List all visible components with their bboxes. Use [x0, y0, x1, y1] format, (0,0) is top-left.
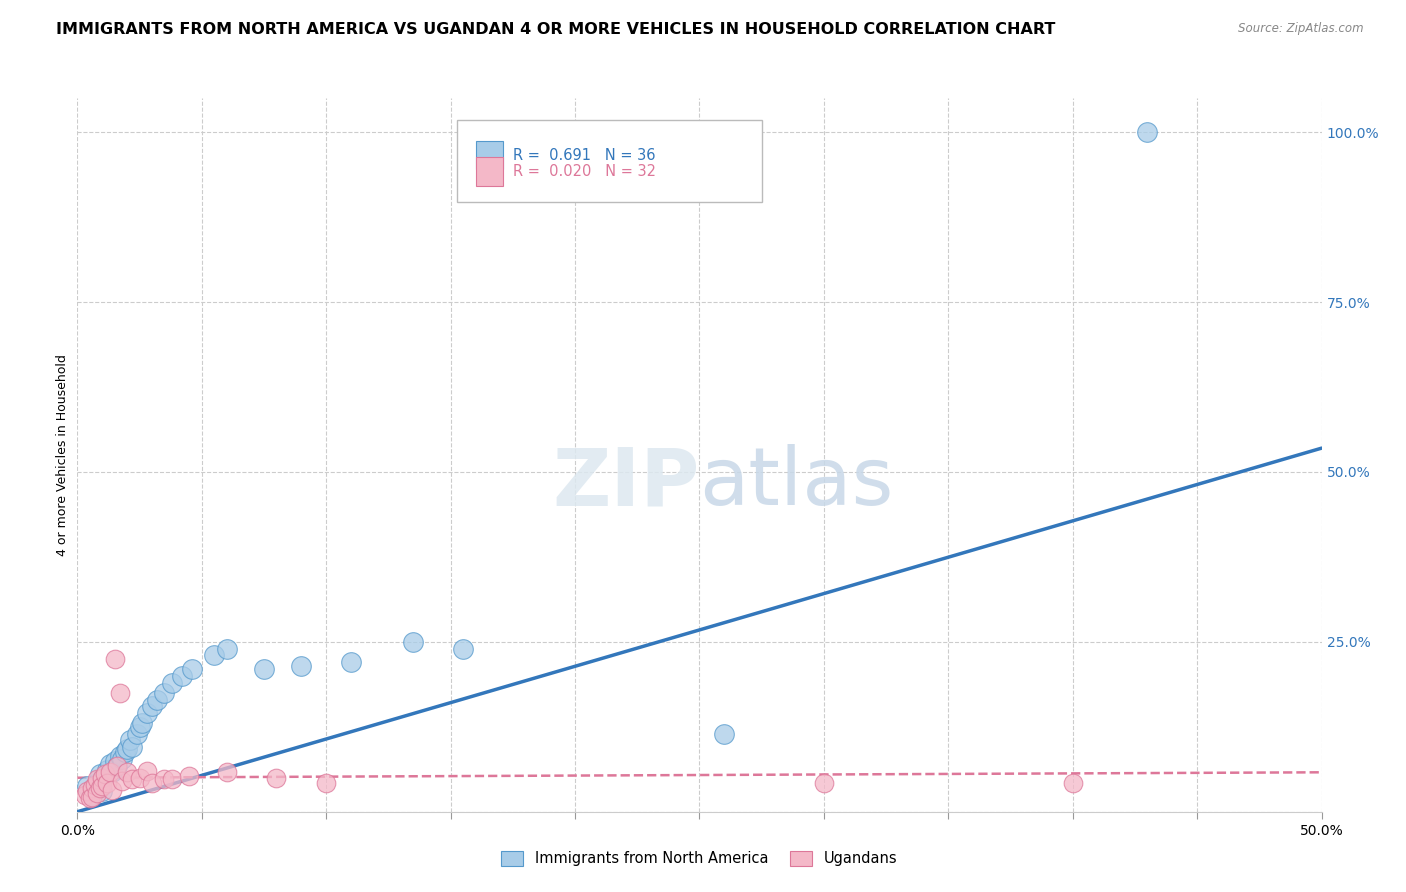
- Point: [266, 771, 288, 785]
- Point: [105, 758, 128, 772]
- Point: [813, 776, 835, 790]
- Point: [128, 720, 150, 734]
- Point: [136, 764, 159, 778]
- Point: [121, 740, 143, 755]
- Point: [131, 716, 153, 731]
- Point: [315, 776, 337, 790]
- Point: [104, 754, 127, 768]
- Point: [105, 758, 128, 772]
- Point: [111, 752, 134, 766]
- Point: [108, 686, 131, 700]
- Point: [83, 778, 105, 792]
- Point: [91, 784, 114, 798]
- Point: [96, 776, 118, 790]
- Point: [160, 675, 183, 690]
- Point: [215, 641, 238, 656]
- Point: [101, 783, 124, 797]
- Point: [79, 791, 101, 805]
- Point: [91, 772, 114, 786]
- Point: [98, 765, 121, 780]
- Point: [160, 772, 183, 786]
- Point: [76, 784, 98, 798]
- Point: [141, 699, 163, 714]
- Point: [104, 652, 127, 666]
- Point: [713, 726, 735, 740]
- Point: [86, 776, 108, 790]
- Point: [111, 774, 134, 789]
- Point: [215, 765, 238, 780]
- Point: [253, 662, 276, 676]
- Point: [202, 648, 225, 663]
- Point: [128, 771, 150, 785]
- Point: [136, 706, 159, 721]
- Point: [340, 655, 363, 669]
- Point: [93, 767, 115, 781]
- Point: [91, 771, 114, 785]
- FancyBboxPatch shape: [475, 141, 503, 169]
- Point: [141, 776, 163, 790]
- Point: [1136, 125, 1159, 139]
- Text: ZIP: ZIP: [553, 444, 700, 523]
- Text: Source: ZipAtlas.com: Source: ZipAtlas.com: [1239, 22, 1364, 36]
- Point: [76, 779, 98, 793]
- Point: [115, 742, 138, 756]
- Point: [86, 772, 108, 786]
- Point: [170, 669, 193, 683]
- Legend: Immigrants from North America, Ugandans: Immigrants from North America, Ugandans: [495, 845, 904, 872]
- Point: [73, 788, 96, 802]
- Point: [1062, 776, 1084, 790]
- Point: [290, 658, 312, 673]
- Point: [98, 757, 121, 772]
- Point: [125, 726, 148, 740]
- Point: [89, 780, 111, 795]
- Point: [96, 763, 118, 777]
- FancyBboxPatch shape: [475, 157, 503, 186]
- Point: [101, 765, 124, 780]
- Point: [153, 772, 176, 786]
- Point: [82, 780, 104, 795]
- Point: [180, 662, 202, 676]
- Point: [86, 786, 108, 800]
- Point: [118, 733, 141, 747]
- Point: [89, 767, 111, 781]
- Point: [121, 772, 143, 786]
- Text: R =  0.020   N = 32: R = 0.020 N = 32: [513, 164, 655, 179]
- Point: [82, 789, 104, 804]
- Point: [402, 635, 425, 649]
- Text: atlas: atlas: [700, 444, 894, 523]
- Y-axis label: 4 or more Vehicles in Household: 4 or more Vehicles in Household: [56, 354, 69, 556]
- Point: [451, 641, 474, 656]
- Text: R =  0.691   N = 36: R = 0.691 N = 36: [513, 148, 655, 162]
- Point: [91, 779, 114, 793]
- Point: [146, 692, 169, 706]
- FancyBboxPatch shape: [457, 120, 762, 202]
- Point: [115, 765, 138, 780]
- Text: IMMIGRANTS FROM NORTH AMERICA VS UGANDAN 4 OR MORE VEHICLES IN HOUSEHOLD CORRELA: IMMIGRANTS FROM NORTH AMERICA VS UGANDAN…: [56, 22, 1056, 37]
- Point: [114, 745, 136, 759]
- Point: [108, 749, 131, 764]
- Point: [82, 788, 104, 802]
- Point: [153, 686, 176, 700]
- Point: [179, 769, 201, 783]
